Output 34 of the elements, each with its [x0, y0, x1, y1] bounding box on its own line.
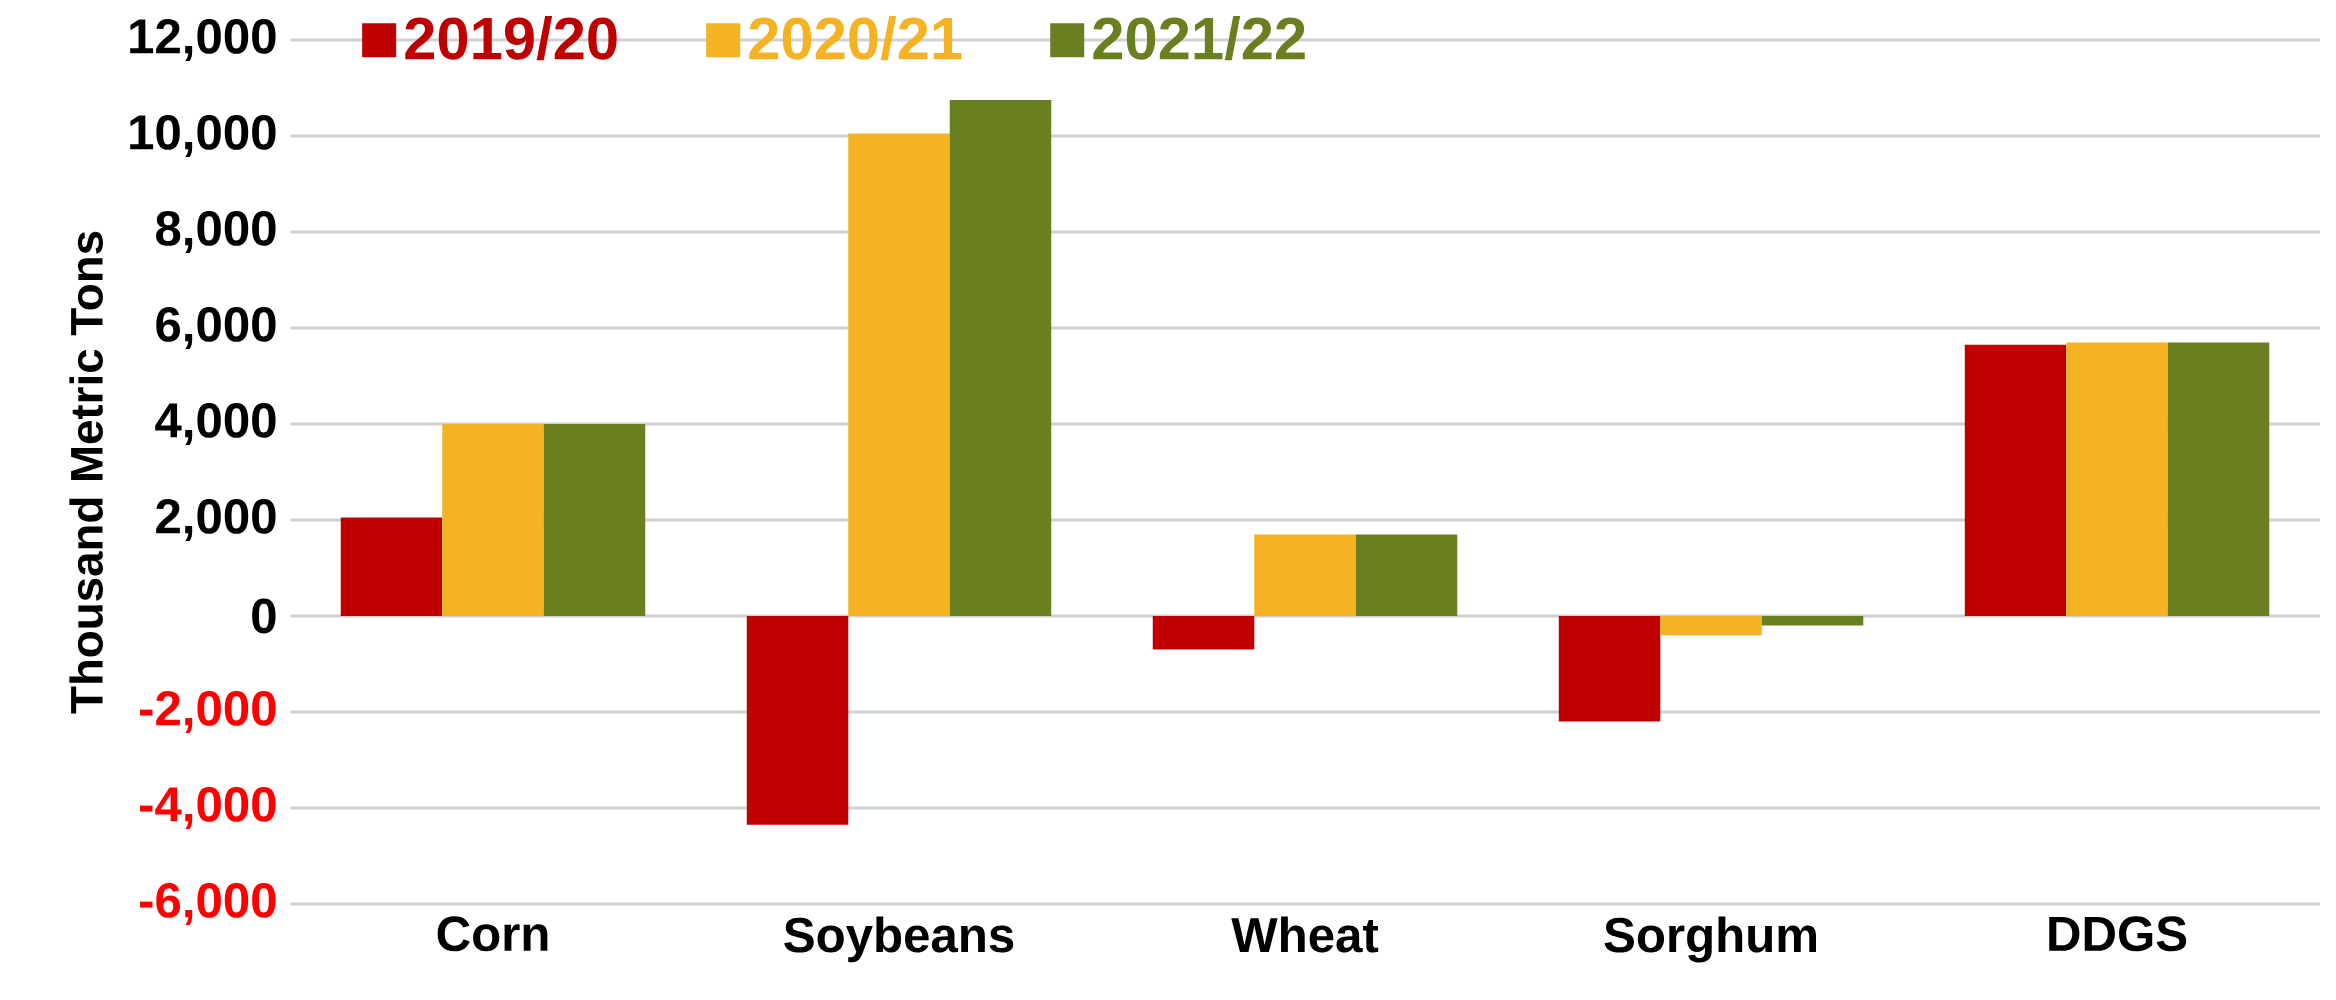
- x-tick-label: Sorghum: [1604, 916, 1816, 963]
- y-tick-label: 6,000: [156, 306, 276, 349]
- y-tick-label: 10,000: [130, 114, 276, 157]
- legend-label: 2019/20: [405, 15, 617, 61]
- bar: [2167, 342, 2270, 616]
- y-tick-label: 12,000: [130, 18, 276, 61]
- y-tick-label: 0: [252, 598, 276, 634]
- y-tick-label: -6,000: [140, 882, 276, 925]
- bar: [2066, 342, 2168, 616]
- y-axis-title: Thousand Metric Tons: [69, 231, 103, 714]
- bar: [949, 99, 1052, 616]
- bar: [1355, 534, 1458, 616]
- x-tick-label: DDGS: [2049, 916, 2187, 952]
- y-tick-label: 4,000: [155, 402, 276, 445]
- bar: [848, 133, 950, 616]
- y-tick-label: -4,000: [140, 786, 276, 829]
- bar: [1254, 534, 1356, 616]
- bar: [1660, 615, 1762, 636]
- bar: [746, 615, 849, 825]
- x-tick-label: Soybeans: [784, 916, 1014, 963]
- x-tick-label: Wheat: [1231, 916, 1379, 953]
- bar: [1761, 615, 1864, 626]
- bar: [1964, 344, 2067, 616]
- x-tick-label: Corn: [437, 916, 548, 952]
- bar: [340, 517, 443, 616]
- legend-label: 2021/22: [1093, 15, 1305, 61]
- y-tick-label: 2,000: [156, 498, 276, 541]
- bar: [543, 423, 646, 616]
- bar: [1152, 615, 1255, 650]
- bar: [1558, 615, 1661, 722]
- legend-label: 2020/21: [749, 15, 962, 61]
- y-tick-label: -2,000: [140, 690, 276, 733]
- y-tick-label: 8,000: [156, 210, 276, 253]
- bar: [442, 423, 544, 616]
